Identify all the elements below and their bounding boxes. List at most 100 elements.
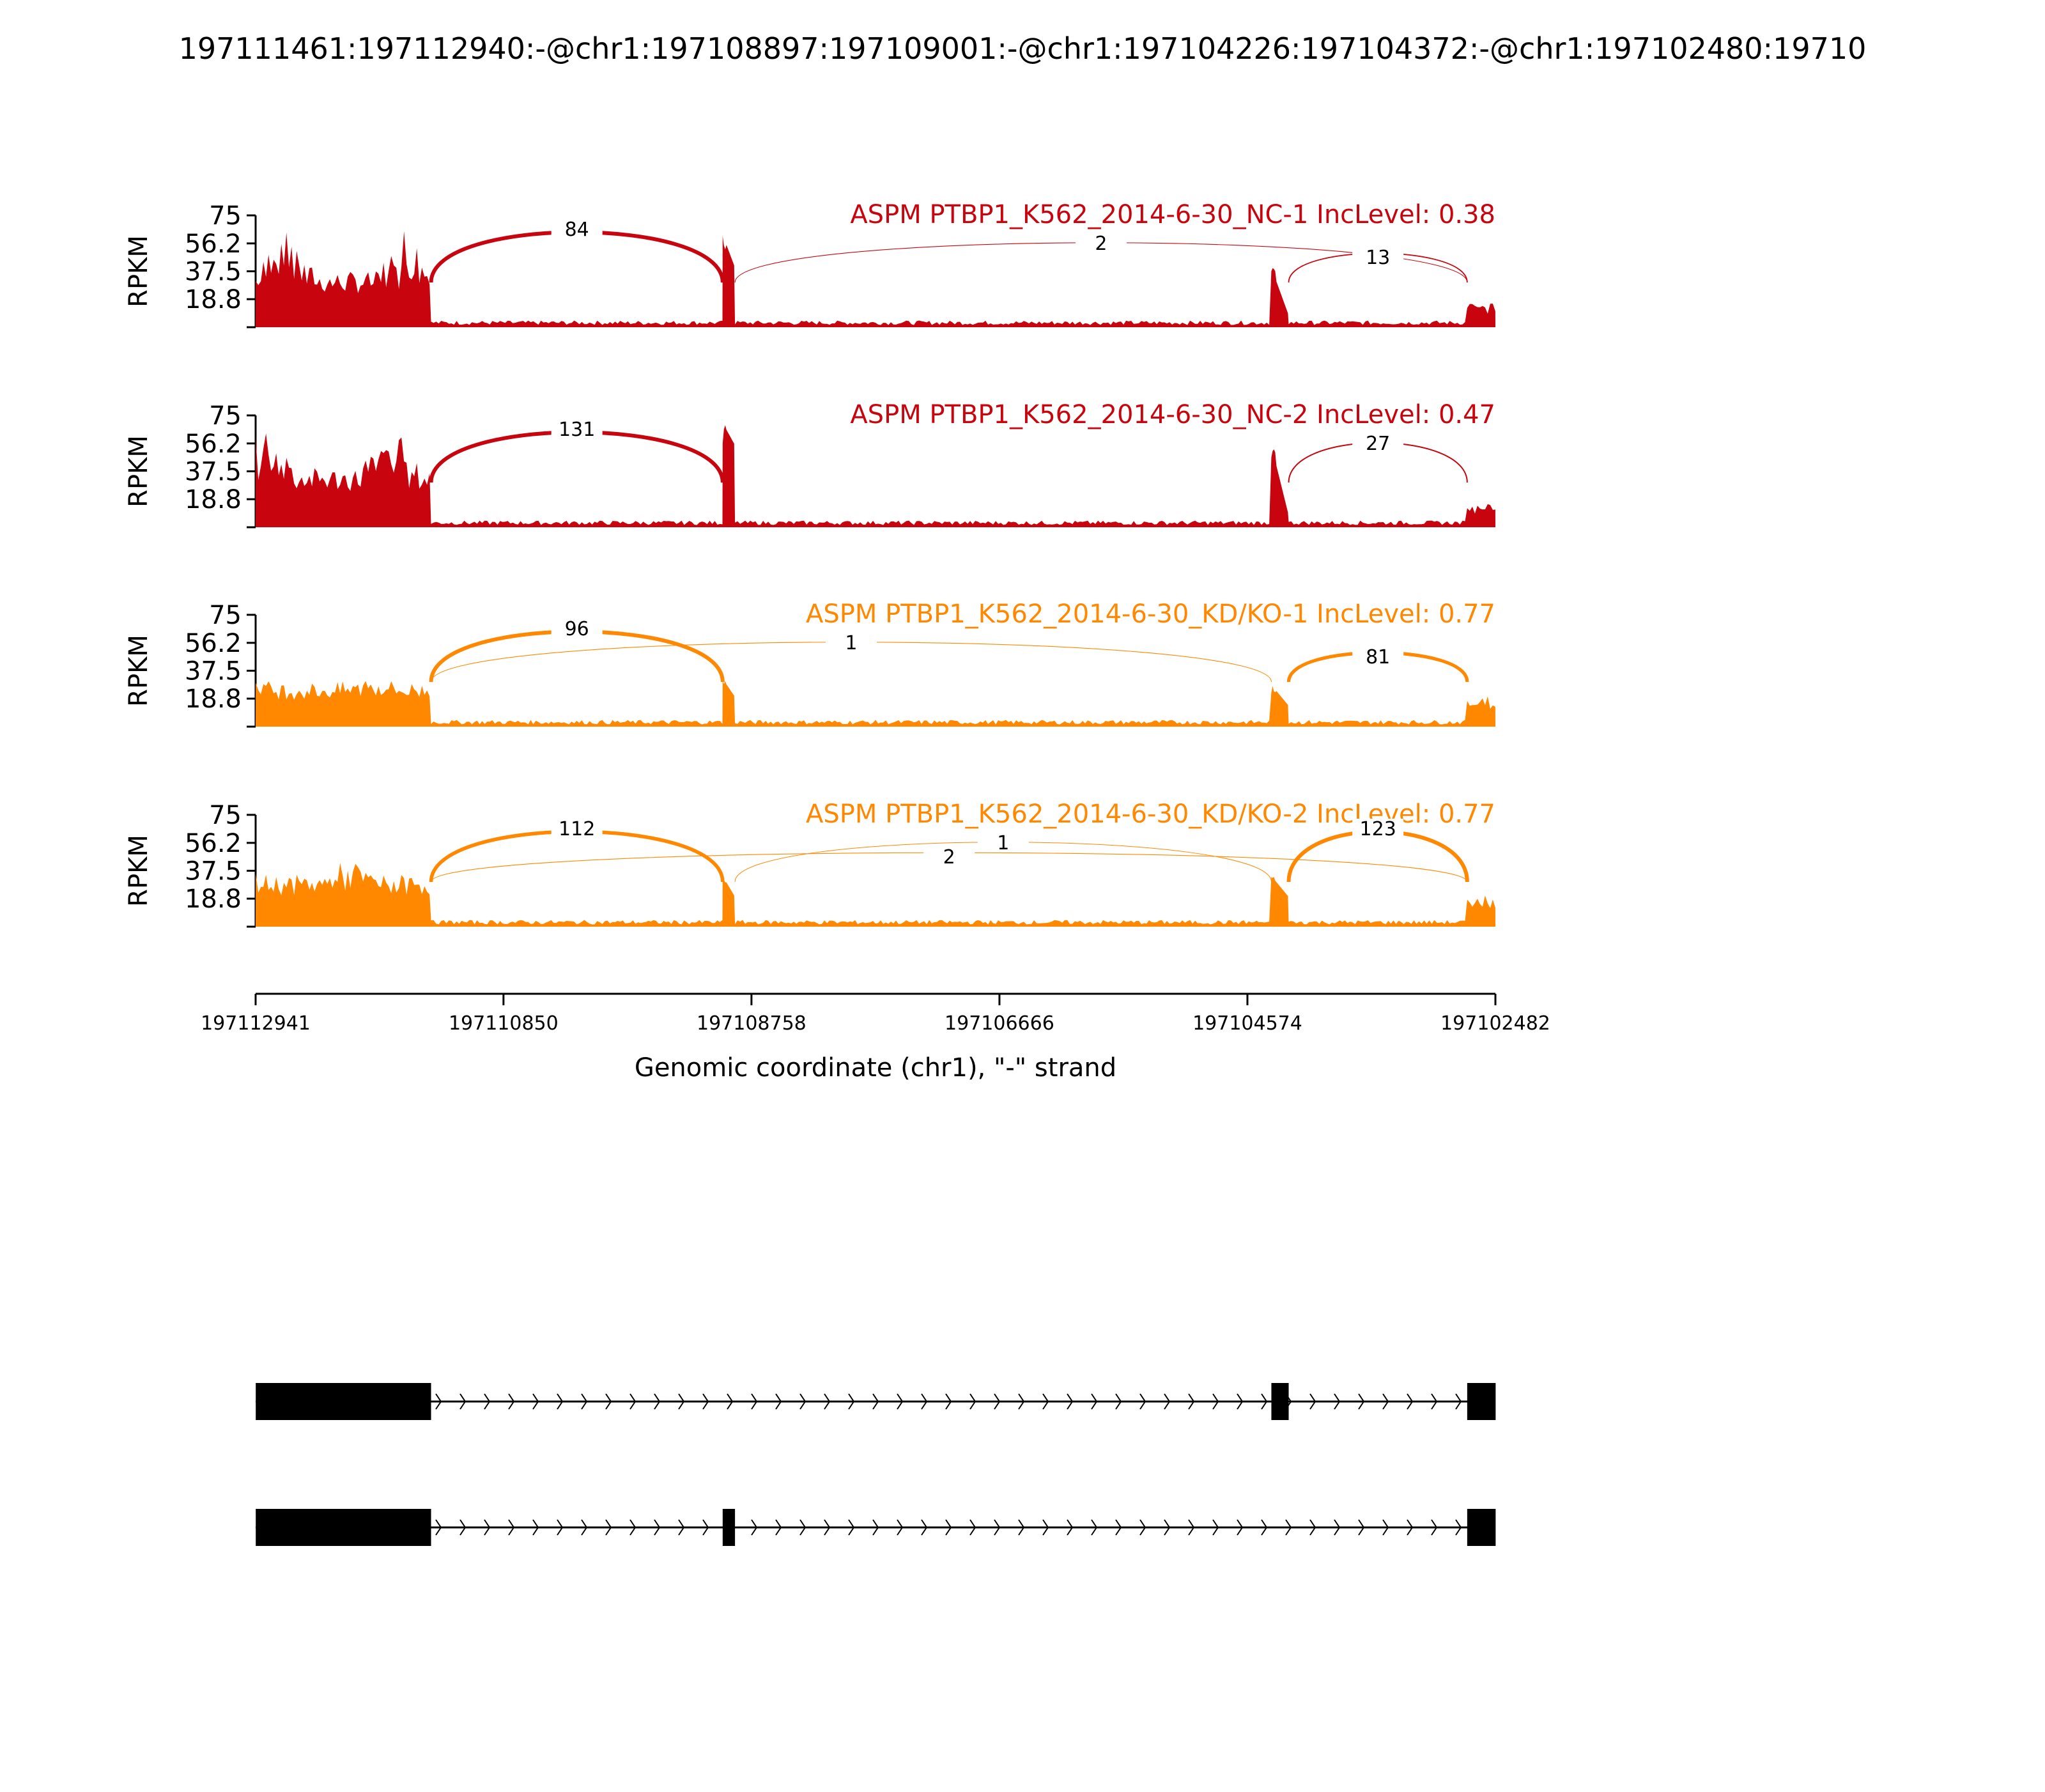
exon-block [1271, 1383, 1289, 1420]
strand-arrow [1455, 1519, 1462, 1536]
y-tick-label: 37.5 [185, 857, 242, 886]
strand-arrow [751, 1519, 758, 1536]
coverage-area [256, 863, 1495, 927]
strand-arrow [1042, 1393, 1049, 1410]
strand-arrow [994, 1519, 1001, 1536]
strand-arrow [629, 1393, 637, 1410]
strand-arrow [1309, 1519, 1316, 1536]
junction-label-bg [923, 847, 975, 869]
junction-label-bg [1352, 433, 1404, 455]
junction-label: 131 [559, 419, 595, 441]
strand-arrow [897, 1393, 904, 1410]
strand-arrow [1455, 1393, 1462, 1410]
strand-arrow [1018, 1519, 1025, 1536]
junction-label: 13 [1366, 247, 1390, 269]
strand-arrow [1091, 1519, 1098, 1536]
isoform-tracks [256, 1383, 1496, 1546]
junction-label-bg [1352, 819, 1404, 840]
strand-arrow [1139, 1393, 1146, 1410]
strand-arrow [1382, 1519, 1389, 1536]
strand-arrow [775, 1519, 782, 1536]
strand-arrow [581, 1393, 588, 1410]
strand-arrow [775, 1393, 782, 1410]
strand-arrow [1067, 1393, 1074, 1410]
strand-arrow [484, 1519, 491, 1536]
strand-arrow [994, 1393, 1001, 1410]
strand-arrow [1212, 1393, 1219, 1410]
strand-arrow [872, 1519, 879, 1536]
isoform-track [256, 1509, 1496, 1546]
strand-arrow [824, 1519, 831, 1536]
y-tick-label: 56.2 [185, 829, 242, 858]
strand-arrow [824, 1393, 831, 1410]
strand-arrow [799, 1393, 806, 1410]
strand-arrow [1212, 1519, 1219, 1536]
junction-label: 81 [1366, 646, 1390, 668]
strand-arrow [1115, 1519, 1122, 1536]
exon-block [1467, 1383, 1496, 1420]
strand-arrow [1334, 1519, 1341, 1536]
strand-arrow [605, 1519, 612, 1536]
strand-arrow [1431, 1393, 1438, 1410]
x-tick-label: 197106666 [945, 1012, 1054, 1035]
y-axis-label: RPKM [124, 635, 153, 707]
x-tick-label: 197110850 [449, 1012, 559, 1035]
junction-label-bg [551, 219, 603, 241]
y-tick-label: 37.5 [185, 657, 242, 686]
exon-block [256, 1509, 431, 1546]
y-tick-label: 18.8 [185, 684, 242, 714]
strand-arrow [484, 1393, 491, 1410]
strand-arrow [1188, 1393, 1195, 1410]
strand-arrow [1237, 1519, 1244, 1536]
strand-arrow [459, 1393, 467, 1410]
y-tick-label: 56.2 [185, 429, 242, 459]
strand-arrow [654, 1393, 661, 1410]
junction-label-bg [551, 419, 603, 441]
strand-arrow [557, 1393, 564, 1410]
junction-label-bg [551, 619, 603, 640]
junction-label-bg [825, 633, 877, 654]
y-tick-label: 18.8 [185, 485, 242, 514]
y-axis-label: RPKM [124, 435, 153, 507]
strand-arrow [532, 1393, 539, 1410]
y-tick-label: 75 [209, 801, 242, 830]
junction-label: 112 [559, 818, 595, 840]
x-axis-label: Genomic coordinate (chr1), "-" strand [635, 1053, 1116, 1083]
junction-label: 96 [565, 618, 589, 640]
junction-label: 84 [565, 219, 589, 241]
strand-arrow [1237, 1393, 1244, 1410]
y-tick-label: 18.8 [185, 884, 242, 914]
chart-title: 197111461:197112940:-@chr1:197108897:197… [179, 31, 1867, 66]
strand-arrow [1115, 1393, 1122, 1410]
strand-arrow [921, 1519, 928, 1536]
y-tick-label: 56.2 [185, 229, 242, 259]
strand-arrow [921, 1393, 928, 1410]
strand-arrow [532, 1519, 539, 1536]
junction-label: 1 [845, 632, 857, 654]
junction-label: 1 [997, 832, 1009, 854]
y-tick-label: 75 [209, 401, 242, 431]
strand-arrow [1261, 1393, 1268, 1410]
strand-arrow [1285, 1519, 1292, 1536]
strand-arrow [872, 1393, 879, 1410]
x-tick-label: 197108758 [697, 1012, 806, 1035]
y-tick-label: 37.5 [185, 258, 242, 287]
exon-block [1467, 1509, 1496, 1546]
strand-arrow [945, 1519, 952, 1536]
strand-arrow [435, 1393, 442, 1410]
junction-label: 123 [1360, 818, 1396, 840]
y-tick-label: 75 [209, 201, 242, 231]
exon-block [256, 1383, 431, 1420]
x-tick-label: 197112941 [201, 1012, 311, 1035]
strand-arrow [678, 1519, 685, 1536]
coverage-area [256, 425, 1495, 527]
strand-arrow [1261, 1519, 1268, 1536]
strand-arrow [751, 1393, 758, 1410]
y-axis-label: RPKM [124, 235, 153, 307]
